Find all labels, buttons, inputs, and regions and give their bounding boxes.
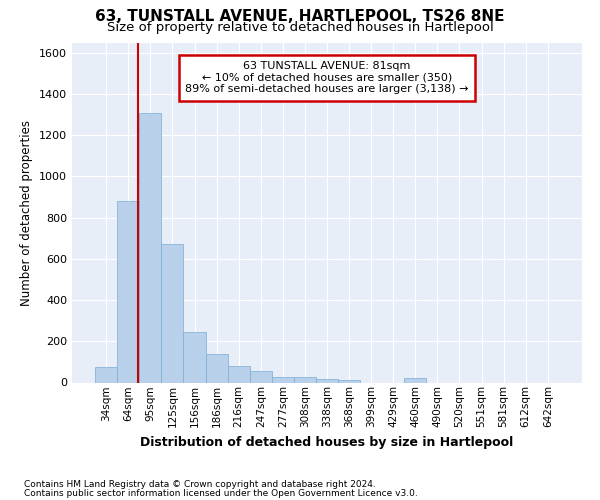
Bar: [117, 201, 139, 382]
Bar: [161, 244, 184, 382]
Text: Size of property relative to detached houses in Hartlepool: Size of property relative to detached ho…: [107, 21, 493, 34]
Bar: [184, 332, 206, 382]
Bar: [139, 112, 161, 382]
X-axis label: Distribution of detached houses by size in Hartlepool: Distribution of detached houses by size …: [140, 436, 514, 448]
Bar: [95, 367, 117, 382]
Text: Contains HM Land Registry data © Crown copyright and database right 2024.: Contains HM Land Registry data © Crown c…: [24, 480, 376, 489]
Bar: [227, 366, 250, 382]
Bar: [250, 371, 272, 382]
Text: Contains public sector information licensed under the Open Government Licence v3: Contains public sector information licen…: [24, 489, 418, 498]
Bar: [272, 378, 294, 382]
Bar: [294, 378, 316, 382]
Y-axis label: Number of detached properties: Number of detached properties: [20, 120, 34, 306]
Bar: [316, 380, 338, 382]
Bar: [404, 378, 427, 382]
Text: 63, TUNSTALL AVENUE, HARTLEPOOL, TS26 8NE: 63, TUNSTALL AVENUE, HARTLEPOOL, TS26 8N…: [95, 9, 505, 24]
Text: 63 TUNSTALL AVENUE: 81sqm
← 10% of detached houses are smaller (350)
89% of semi: 63 TUNSTALL AVENUE: 81sqm ← 10% of detac…: [185, 61, 469, 94]
Bar: [206, 354, 227, 382]
Bar: [338, 380, 360, 382]
